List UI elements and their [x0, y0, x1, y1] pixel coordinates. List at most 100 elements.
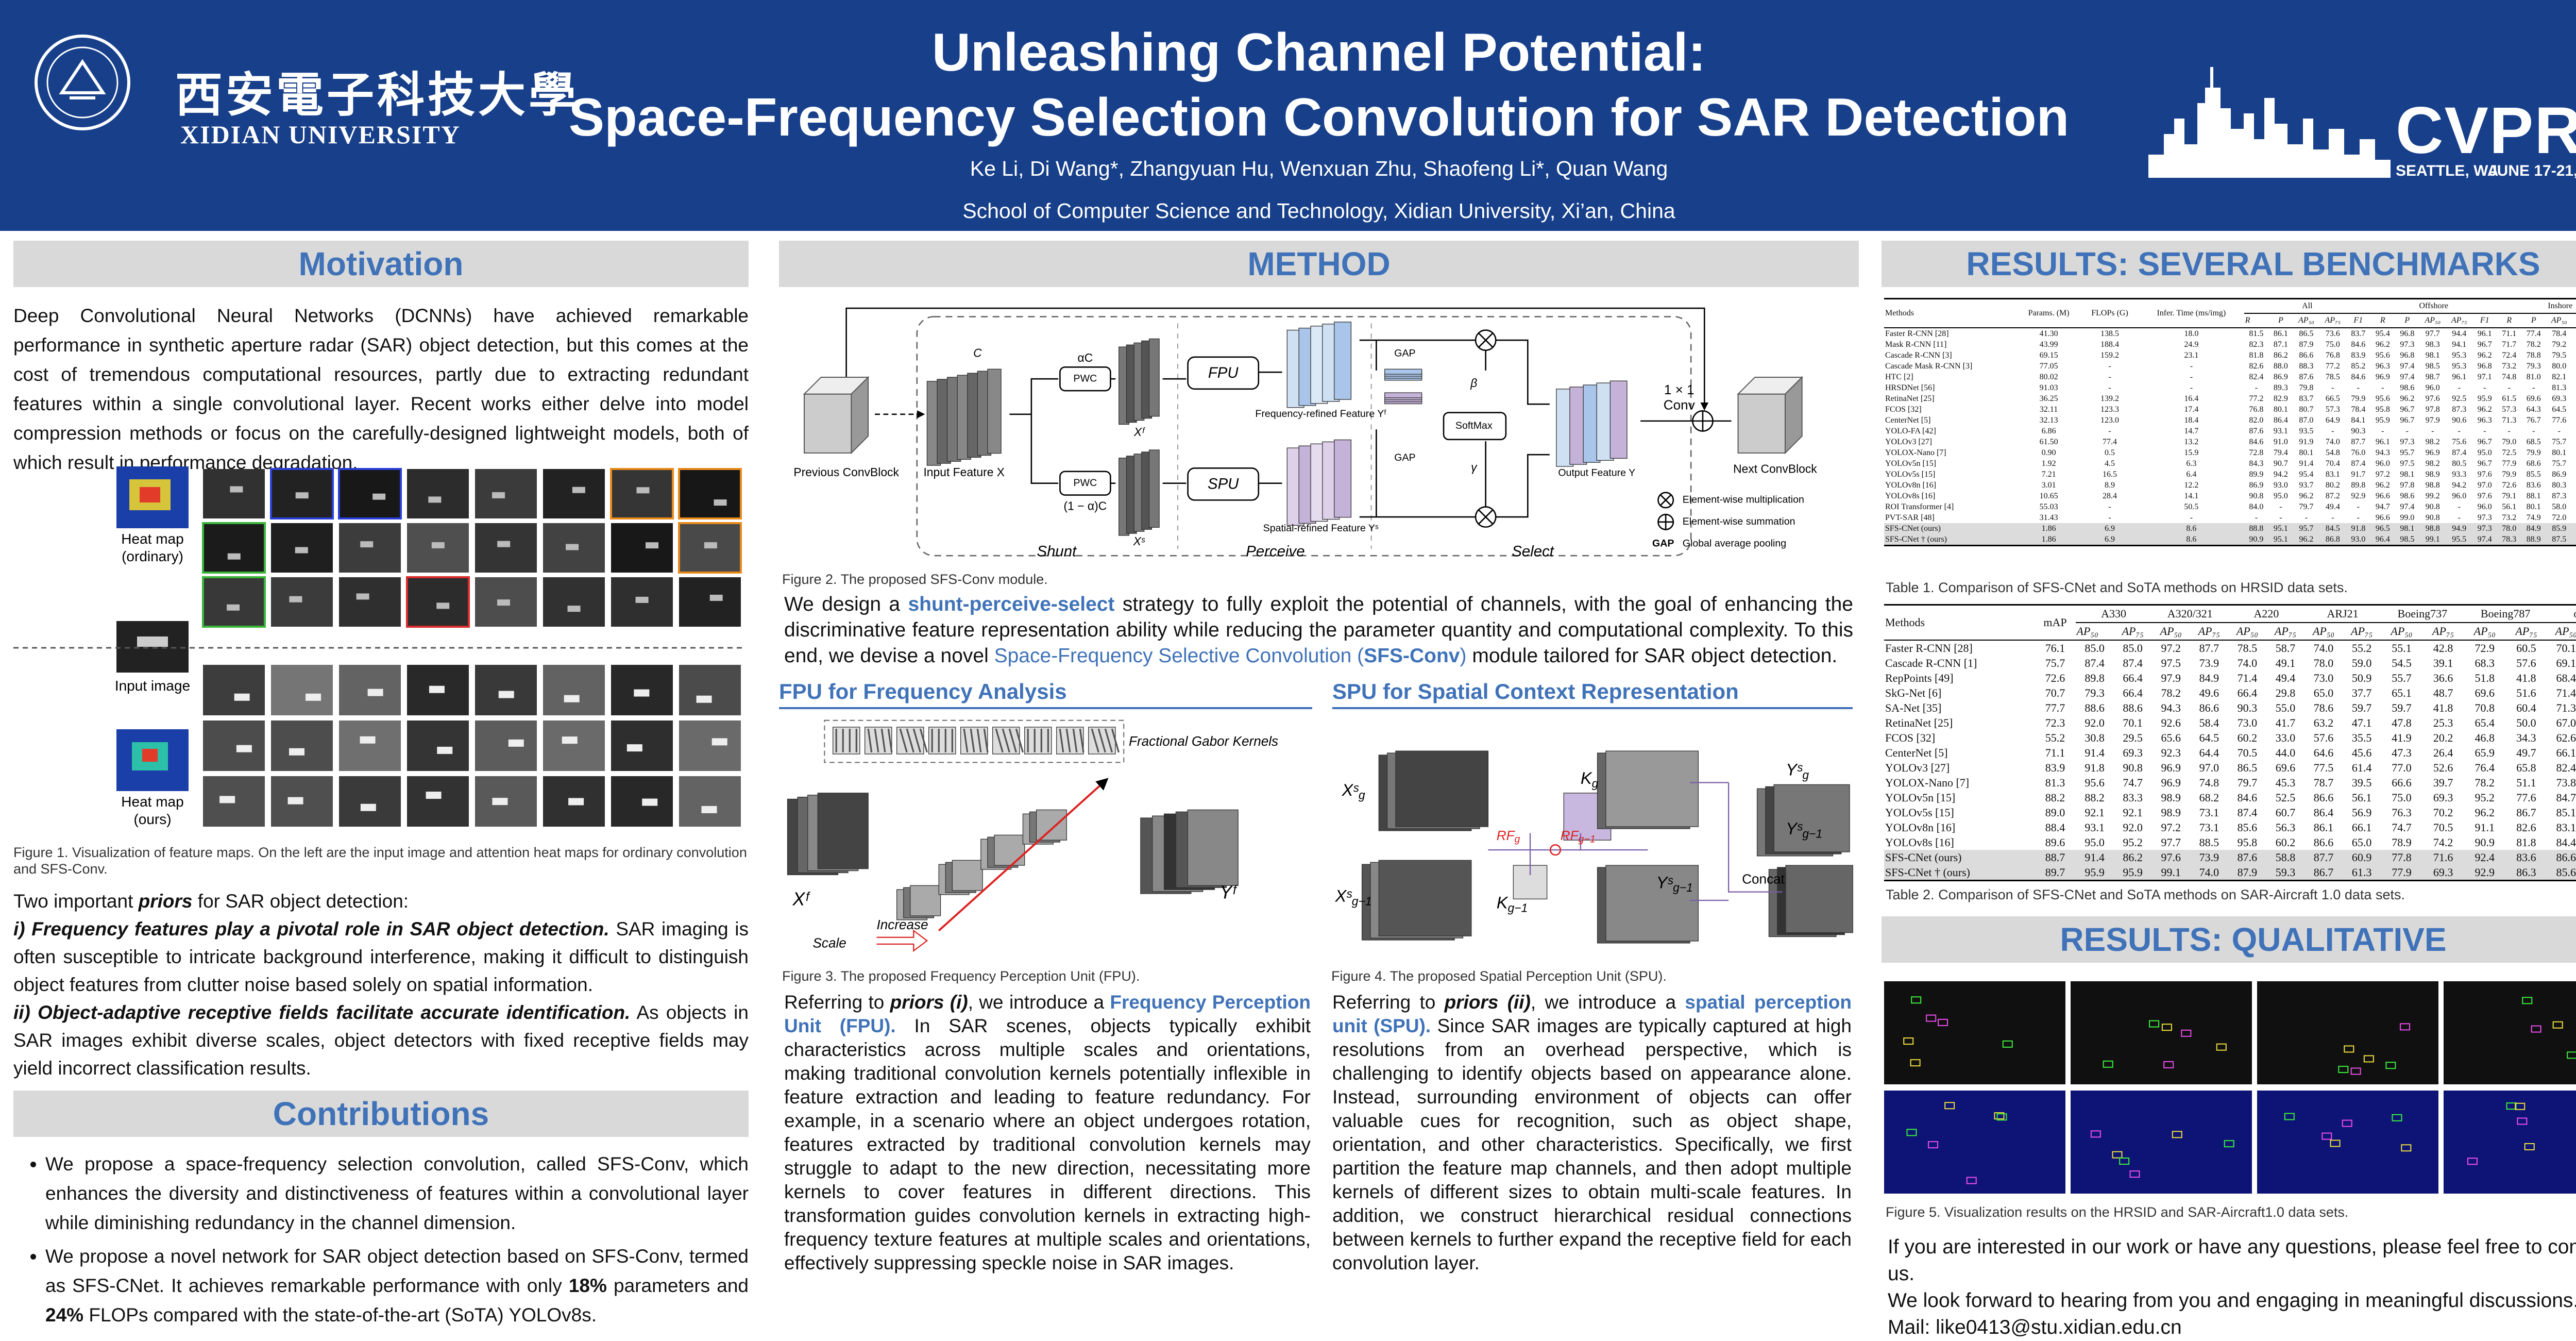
cell: 62.6	[2547, 730, 2576, 745]
cell: 59.7	[2343, 700, 2381, 715]
cell: 93.0	[2268, 480, 2293, 491]
cell: 76.8	[2244, 404, 2269, 415]
text: priors	[139, 891, 193, 912]
cell: 91.1	[2464, 820, 2505, 835]
spu-text: Referring to priors (ii), we introduce a…	[1332, 991, 1852, 1275]
cell: 65.0	[2343, 835, 2381, 850]
cell: 74.2	[2422, 835, 2464, 850]
method-name: YOLOv8s [16]	[1884, 491, 2016, 501]
cell: 16.4	[2139, 393, 2244, 404]
cell: 97.5	[2152, 656, 2190, 671]
cell: 71.4	[2547, 685, 2576, 700]
cell: 54.5	[2381, 656, 2422, 671]
text: Two important	[13, 891, 139, 912]
cell: 66.1	[2343, 820, 2381, 835]
thumbnail	[497, 541, 510, 547]
text: Xˢ	[1342, 780, 1360, 799]
cell: 55.2	[2343, 640, 2381, 656]
cell: 91.7	[2346, 469, 2371, 480]
thumbnail	[475, 469, 537, 518]
cell: 83.7	[2346, 328, 2371, 339]
feature-slice	[1037, 810, 1067, 840]
cell: 86.6	[2547, 850, 2576, 865]
cell: 49.1	[2266, 656, 2304, 671]
cell: 96.0	[2370, 458, 2395, 469]
affiliation: School of Computer Science and Technolog…	[464, 199, 2174, 223]
cell: 54.8	[2319, 447, 2346, 458]
metric-header: AP₅₀	[2547, 623, 2576, 640]
cell: 71.1	[2035, 745, 2076, 760]
cell: 87.4	[2076, 656, 2114, 671]
text: FLOPs compared with the state-of-the-art…	[83, 1304, 597, 1326]
method-name: SFS-CNet (ours)	[1884, 523, 2016, 534]
label: Scale	[813, 935, 846, 951]
thumbnail	[407, 720, 469, 771]
cell: 84.6	[2346, 372, 2371, 382]
cell: -	[2370, 382, 2395, 393]
cell: 96.7	[2395, 404, 2420, 415]
cell: 57.6	[2505, 656, 2547, 671]
metric-header: AP₇₅	[2572, 313, 2576, 328]
cell: 6.4	[2139, 469, 2244, 480]
cell: 96.2	[2370, 480, 2395, 491]
thumbnail	[339, 720, 401, 771]
result-image	[2257, 1091, 2438, 1194]
cell: 68.6	[2521, 458, 2546, 469]
cell: 60.7	[2266, 805, 2304, 820]
shape	[47, 47, 117, 118]
shape	[2148, 67, 2391, 178]
method-name: SFS-CNet (ours)	[1884, 850, 2035, 865]
feature-slice	[1149, 450, 1160, 527]
cell: 79.7	[2228, 775, 2266, 790]
label: SPU	[1208, 476, 1239, 493]
figure-caption: Figure 2. The proposed SFS-Conv module.	[782, 571, 1048, 588]
cell: 77.5	[2304, 760, 2343, 775]
cell: 36.6	[2422, 671, 2464, 685]
cell: 44.0	[2266, 745, 2304, 760]
cell: 94.3	[2370, 447, 2395, 458]
cell: 78.5	[2319, 372, 2346, 382]
text: g	[1359, 789, 1365, 802]
cell: 58.0	[2546, 501, 2572, 512]
cell: 92.4	[2464, 850, 2505, 865]
thumbnail	[642, 799, 657, 806]
cell: -	[2497, 426, 2522, 437]
cell: 77.2	[2319, 361, 2346, 372]
cell: -	[2446, 512, 2472, 523]
cell: 60.8	[2572, 339, 2576, 350]
method-name: SFS-CNet † (ours)	[1884, 865, 2035, 881]
column-header: Infer. Time (ms/img)	[2139, 299, 2244, 328]
cell: 82.4	[2547, 760, 2576, 775]
cell: 97.4	[2472, 534, 2497, 546]
thumbnail	[568, 606, 581, 612]
cell: 87.5	[2546, 534, 2572, 546]
metric-header: AP₇₅	[2505, 623, 2547, 640]
cell: 77.6	[2505, 790, 2547, 805]
cell: 61.5	[2497, 393, 2522, 404]
section-heading: Contributions	[13, 1091, 749, 1137]
text: RF	[1561, 828, 1580, 843]
cell: 95.0	[2472, 447, 2497, 458]
cell: 91.03	[2016, 382, 2081, 393]
cell: 89.0	[2035, 805, 2076, 820]
cell: -	[2081, 426, 2139, 437]
cell: 72.6	[2497, 480, 2522, 491]
method-name: RetinaNet [25]	[1884, 715, 2035, 730]
thumbnail	[475, 665, 537, 715]
cell: 69.5	[2572, 534, 2576, 546]
cell: 88.3	[2293, 361, 2319, 372]
cell: 85.6	[2547, 865, 2576, 881]
thumbnail	[306, 694, 321, 701]
cell: 70.1	[2547, 640, 2576, 656]
cell: 69.6	[2266, 760, 2304, 775]
cell: 6.9	[2081, 534, 2139, 546]
cell: 83.9	[2346, 350, 2371, 361]
